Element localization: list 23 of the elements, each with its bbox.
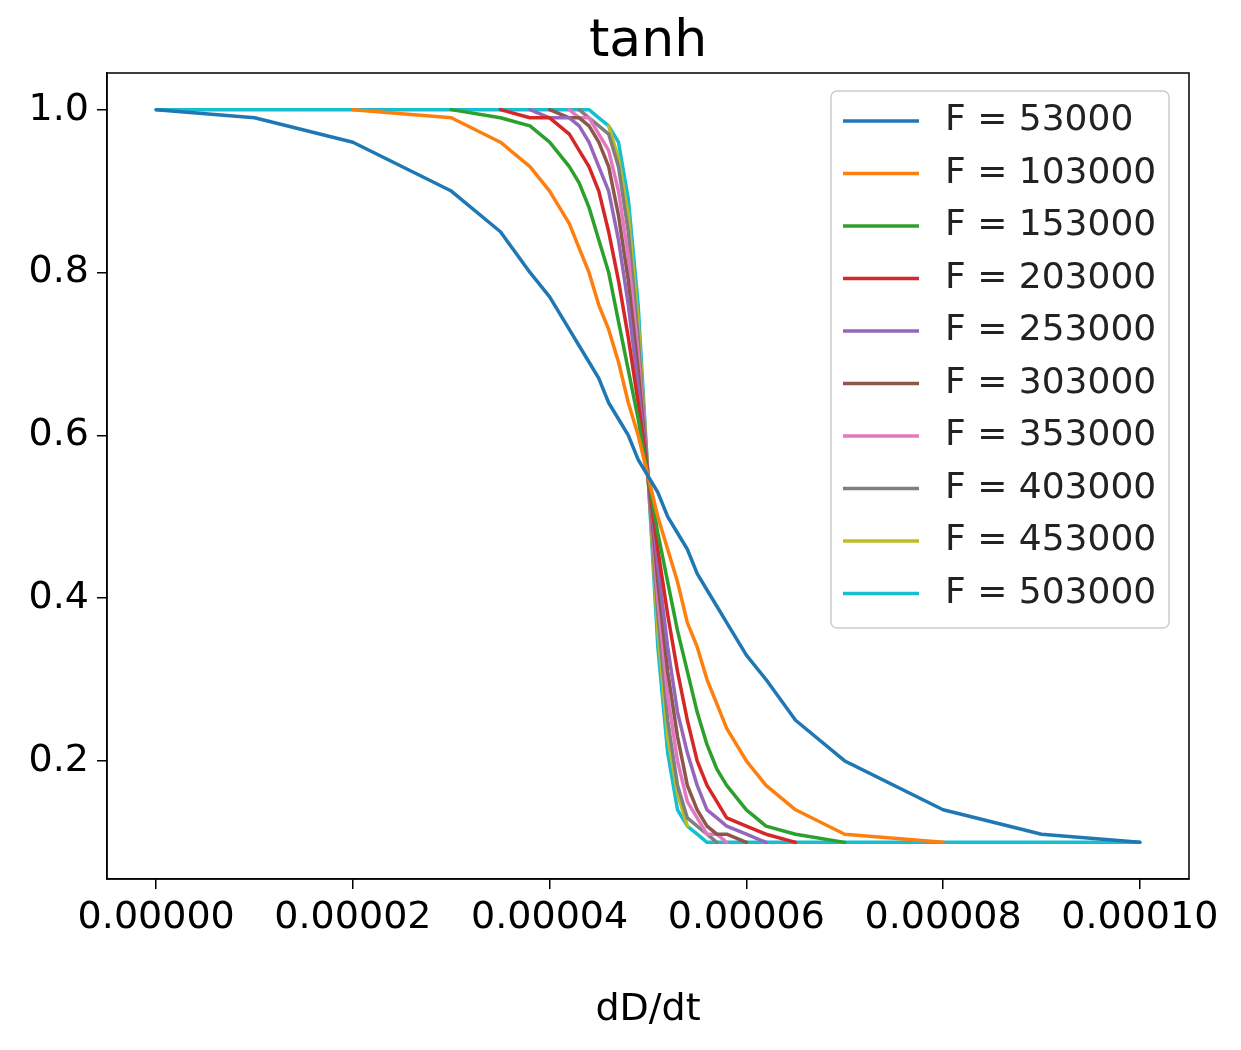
x-tick-label: 0.00002 — [274, 892, 432, 937]
legend-label: F = 153000 — [945, 202, 1157, 244]
x-axis-title: dD/dt — [595, 985, 701, 1029]
legend-label: F = 453000 — [945, 517, 1157, 559]
y-tick-label: 0.6 — [28, 410, 89, 455]
legend-label: F = 103000 — [945, 149, 1157, 191]
chart-title: tanh — [588, 8, 708, 68]
y-tick-label: 1.0 — [28, 84, 89, 129]
legend-label: F = 203000 — [945, 254, 1157, 296]
y-tick-label: 0.4 — [28, 573, 89, 617]
legend-label: F = 403000 — [945, 464, 1157, 506]
x-tick-label: 0.00010 — [1061, 892, 1219, 937]
legend-label: F = 303000 — [945, 359, 1157, 401]
legend-label: F = 253000 — [945, 307, 1157, 349]
x-tick-label: 0.00004 — [471, 892, 629, 937]
x-tick-label: 0.00000 — [77, 892, 235, 937]
x-tick-label: 0.00008 — [864, 892, 1022, 937]
y-tick-label: 0.2 — [28, 735, 89, 780]
y-tick-label: 0.8 — [28, 247, 89, 292]
legend-label: F = 53000 — [945, 97, 1134, 139]
legend-label: F = 503000 — [945, 569, 1157, 611]
x-tick-label: 0.00006 — [667, 892, 825, 937]
legend-label: F = 353000 — [945, 412, 1157, 454]
